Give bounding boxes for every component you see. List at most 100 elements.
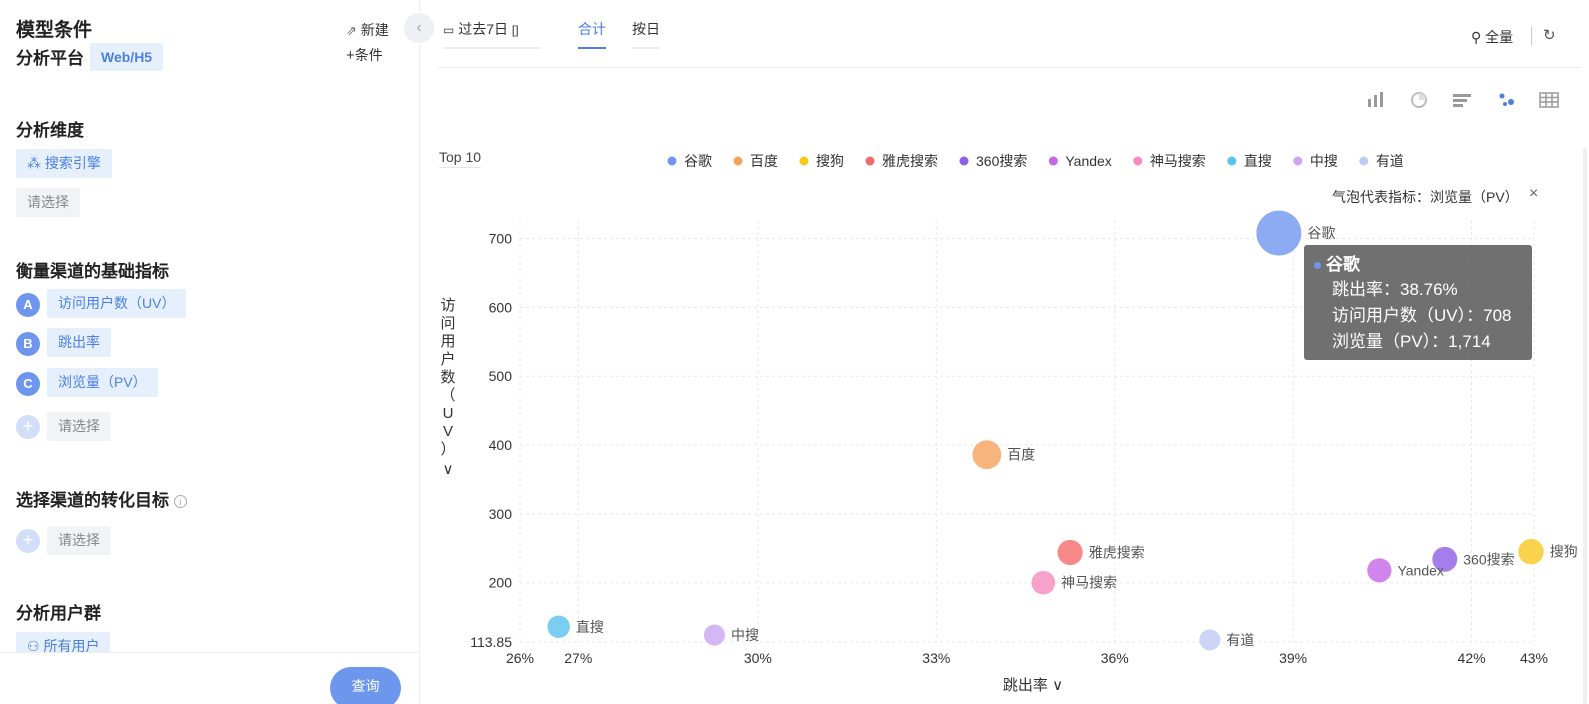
model-conditions-panel: 模型条件 分析平台 Web/H5 ⇗ 新建 +条件 分析维度 ⁂ 搜索引擎 请选…: [0, 0, 420, 704]
add-condition-button[interactable]: +条件: [346, 45, 383, 65]
legend-item: 谷歌: [684, 153, 712, 169]
users-icon: ⚇: [27, 638, 40, 652]
legend-dot-icon: [799, 156, 809, 166]
top-n-select[interactable]: Top 10: [439, 149, 482, 168]
y-tick-label: 200: [489, 575, 513, 591]
legend-item: 360搜索: [976, 153, 1027, 169]
search-icon: ⚲: [1471, 29, 1482, 45]
plus-icon: +: [346, 47, 355, 64]
platform-select[interactable]: Web/H5: [90, 43, 164, 71]
refresh-icon[interactable]: ↻: [1543, 27, 1556, 44]
bubble-point: [703, 624, 726, 646]
bubble-label: 中搜: [731, 627, 759, 643]
chart-axes: 113.85 200 300 400 500 600 700 26% 27% 30% 33% 36% 3…: [440, 231, 1548, 694]
bubble-label: 直搜: [576, 619, 604, 635]
x-tick-label: 36%: [1101, 650, 1129, 666]
table-icon[interactable]: [1538, 90, 1560, 110]
tooltip-dot-icon: [1314, 262, 1321, 270]
y-tick-label: 113.85: [470, 634, 512, 650]
horizontal-bar-icon[interactable]: [1451, 90, 1473, 110]
collapse-panel-icon[interactable]: ‹: [404, 13, 434, 43]
bubble-point: [1432, 546, 1458, 572]
y-tick-label: 400: [489, 437, 513, 453]
legend-item: 中搜: [1310, 153, 1338, 169]
query-button[interactable]: 查询: [330, 667, 401, 704]
bubble-point: [1031, 570, 1056, 595]
full-data-toggle[interactable]: ⚲ 全量: [1471, 27, 1513, 47]
new-model-button[interactable]: ⇗ 新建: [346, 20, 389, 40]
metric-select[interactable]: 请选择: [47, 412, 111, 441]
condition-label: 条件: [354, 47, 383, 63]
bubble-point: [1256, 210, 1302, 256]
tab-total[interactable]: 合计: [578, 19, 606, 49]
add-goal-icon[interactable]: +: [16, 529, 40, 553]
legend-item: Yandex: [1065, 153, 1111, 169]
x-tick-label: 30%: [744, 650, 772, 666]
full-label: 全量: [1485, 29, 1514, 45]
metrics-title: 衡量渠道的基础指标: [16, 262, 169, 281]
footer-divider: [0, 652, 420, 653]
close-bubble-metric-icon[interactable]: ×: [1529, 185, 1539, 202]
metric-c-badge: C: [16, 372, 40, 396]
bubble-point: [1057, 539, 1083, 566]
new-label: 新建: [360, 22, 389, 38]
toolbar-separator: [1531, 27, 1532, 45]
bubble-label: 谷歌: [1307, 225, 1335, 241]
legend-dot-icon: [667, 156, 677, 166]
usergroup-tag[interactable]: ⚇ 所有用户: [16, 632, 111, 652]
y-tick-label: 500: [489, 368, 513, 384]
x-tick-label: 39%: [1279, 650, 1307, 666]
dimension-select[interactable]: 请选择: [16, 188, 80, 217]
dimension-tag[interactable]: ⁂ 搜索引擎: [16, 149, 112, 178]
legend-dot-icon: [733, 156, 743, 166]
legend-dot-icon: [1359, 156, 1369, 166]
legend-dot-icon: [1227, 156, 1237, 166]
dimension-title: 分析维度: [16, 121, 84, 140]
pie-chart-icon[interactable]: [1408, 90, 1430, 110]
bubble-label: 搜狗: [1550, 544, 1578, 560]
date-range-picker[interactable]: ▭ 过去7日 []: [443, 19, 541, 49]
x-tick-label: 26%: [506, 650, 534, 666]
dimension-icon: ⁂: [27, 155, 41, 171]
chart-legend: 谷歌 百度 搜狗 雅虎搜索 360搜索 Yandex 神马搜索 直搜 中搜 有道: [667, 153, 1404, 169]
bar-chart-icon[interactable]: [1365, 90, 1387, 110]
bubble-point: [972, 440, 1002, 470]
metric-a-badge: A: [16, 293, 40, 317]
metric-b-badge: B: [16, 332, 40, 356]
info-icon[interactable]: i: [173, 495, 187, 508]
bubble-label: 有道: [1226, 632, 1254, 648]
toolbar-divider: [438, 67, 1581, 68]
legend-dot-icon: [1293, 156, 1303, 166]
add-metric-icon[interactable]: +: [16, 415, 40, 439]
metric-bounce-tag[interactable]: 跳出率: [47, 328, 111, 357]
chart-scrollbar[interactable]: [1583, 148, 1587, 704]
tooltip-title-text: 谷歌: [1326, 255, 1360, 274]
x-tick-label: 27%: [564, 650, 592, 666]
legend-item: 搜狗: [816, 153, 844, 169]
bubble-label: Yandex: [1397, 562, 1443, 578]
bubble-point: [1367, 558, 1392, 583]
usergroup-value: 所有用户: [43, 638, 100, 652]
tab-daily[interactable]: 按日: [632, 19, 660, 49]
usergroup-title: 分析用户群: [16, 604, 101, 623]
bubble-chart: 谷歌 百度 搜狗 雅虎搜索 360搜索 Yandex 神马搜索 直搜 中搜 有道 113.8520…: [440, 153, 1578, 694]
metric-pv-tag[interactable]: 浏览量（PV）: [47, 368, 158, 397]
bubble-metric-label: 气泡代表指标：浏览量（PV）: [1332, 189, 1519, 205]
bubble-point: [547, 615, 570, 638]
goal-title: 选择渠道的转化目标 i: [16, 486, 187, 511]
metric-uv-tag[interactable]: 访问用户数（UV）: [47, 289, 187, 318]
dimension-value: 搜索引擎: [44, 155, 101, 171]
goal-select[interactable]: 请选择: [47, 526, 111, 555]
legend-dot-icon: [959, 156, 969, 166]
legend-dot-icon: [1133, 156, 1143, 166]
legend-item: 神马搜索: [1150, 153, 1206, 169]
x-tick-label: 33%: [922, 650, 950, 666]
bubble-label: 360搜索: [1463, 551, 1514, 567]
tooltip-bounce: 跳出率：38.76%: [1332, 280, 1458, 299]
x-axis-title: 跳出率 ∨: [1003, 677, 1063, 694]
y-tick-label: 700: [489, 231, 513, 247]
legend-item: 有道: [1376, 153, 1404, 169]
bubble-chart-icon[interactable]: [1495, 90, 1517, 110]
